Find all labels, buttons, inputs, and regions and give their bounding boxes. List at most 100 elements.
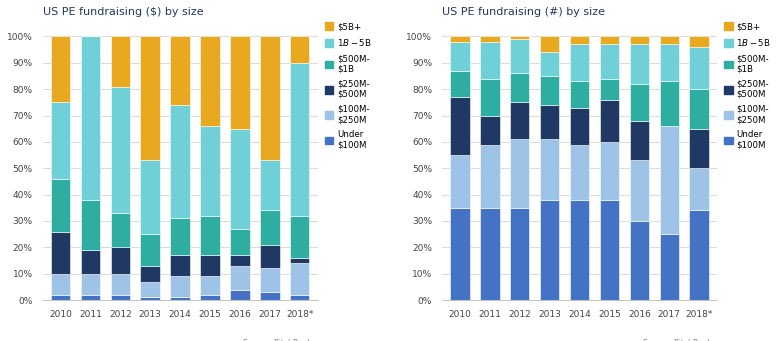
Bar xyxy=(200,276,219,295)
Bar xyxy=(689,210,709,300)
Bar xyxy=(660,36,679,44)
Bar xyxy=(510,39,530,73)
Bar xyxy=(629,121,649,160)
Bar xyxy=(540,139,559,200)
Bar xyxy=(629,84,649,121)
Bar xyxy=(230,229,250,255)
Text: US PE fundraising (#) by size: US PE fundraising (#) by size xyxy=(442,7,605,17)
Bar xyxy=(290,216,310,258)
Bar xyxy=(689,129,709,168)
Bar xyxy=(110,295,130,300)
Bar xyxy=(141,266,160,282)
Legend: $5B+, $1B-$5B, $500M-
$1B, $250M-
$500M, $100M-
$250M, Under
$100M: $5B+, $1B-$5B, $500M- $1B, $250M- $500M,… xyxy=(724,22,771,150)
Bar xyxy=(660,126,679,234)
Bar xyxy=(510,73,530,102)
Text: Source: PitchBook
*As of June 30, 2018: Source: PitchBook *As of June 30, 2018 xyxy=(234,339,312,341)
Bar xyxy=(200,126,219,216)
Bar xyxy=(290,36,310,63)
Text: Source: PitchBook
*As of June 30, 2018: Source: PitchBook *As of June 30, 2018 xyxy=(634,339,712,341)
Bar xyxy=(200,216,219,255)
Bar xyxy=(51,232,70,274)
Bar xyxy=(170,276,190,297)
Bar xyxy=(141,36,160,160)
Bar xyxy=(81,200,100,250)
Bar xyxy=(141,297,160,300)
Bar xyxy=(569,108,589,145)
Bar xyxy=(600,142,619,200)
Bar xyxy=(110,36,130,87)
Bar xyxy=(141,160,160,234)
Bar xyxy=(81,295,100,300)
Bar xyxy=(51,102,70,179)
Bar xyxy=(110,87,130,213)
Bar xyxy=(290,63,310,216)
Bar xyxy=(290,263,310,295)
Bar xyxy=(230,36,250,129)
Bar xyxy=(480,36,499,42)
Bar xyxy=(260,245,279,268)
Bar xyxy=(51,295,70,300)
Bar xyxy=(689,36,709,47)
Bar xyxy=(260,292,279,300)
Bar xyxy=(629,44,649,84)
Bar xyxy=(569,145,589,200)
Bar xyxy=(600,44,619,79)
Bar xyxy=(230,266,250,290)
Bar xyxy=(450,42,470,71)
Bar xyxy=(480,79,499,116)
Bar xyxy=(510,208,530,300)
Bar xyxy=(569,200,589,300)
Bar xyxy=(450,208,470,300)
Bar xyxy=(540,105,559,139)
Bar xyxy=(170,218,190,255)
Bar xyxy=(110,213,130,247)
Bar xyxy=(569,44,589,81)
Bar xyxy=(510,102,530,139)
Legend: $5B+, $1B-$5B, $500M-
$1B, $250M-
$500M, $100M-
$250M, Under
$100M: $5B+, $1B-$5B, $500M- $1B, $250M- $500M,… xyxy=(324,22,372,150)
Bar xyxy=(290,258,310,263)
Bar xyxy=(569,36,589,44)
Bar xyxy=(689,89,709,129)
Bar xyxy=(260,160,279,210)
Bar xyxy=(660,234,679,300)
Bar xyxy=(260,210,279,245)
Bar xyxy=(629,221,649,300)
Bar xyxy=(51,179,70,232)
Bar xyxy=(200,36,219,126)
Bar xyxy=(480,208,499,300)
Bar xyxy=(260,268,279,292)
Bar xyxy=(540,52,559,76)
Bar xyxy=(200,255,219,276)
Bar xyxy=(230,129,250,229)
Bar xyxy=(141,282,160,297)
Bar xyxy=(510,139,530,208)
Bar xyxy=(450,71,470,97)
Text: US PE fundraising ($) by size: US PE fundraising ($) by size xyxy=(43,7,203,17)
Bar xyxy=(230,255,250,266)
Bar xyxy=(51,274,70,295)
Bar xyxy=(689,168,709,210)
Bar xyxy=(600,79,619,100)
Bar xyxy=(450,97,470,155)
Bar xyxy=(290,295,310,300)
Bar xyxy=(450,36,470,42)
Bar xyxy=(170,105,190,218)
Bar xyxy=(510,36,530,39)
Bar xyxy=(170,297,190,300)
Bar xyxy=(260,36,279,160)
Bar xyxy=(480,145,499,208)
Bar xyxy=(230,290,250,300)
Bar xyxy=(660,44,679,81)
Bar xyxy=(689,47,709,89)
Bar xyxy=(170,36,190,105)
Bar xyxy=(480,42,499,79)
Bar xyxy=(81,250,100,274)
Bar xyxy=(450,155,470,208)
Bar xyxy=(170,255,190,276)
Bar xyxy=(200,295,219,300)
Bar xyxy=(540,200,559,300)
Bar xyxy=(540,36,559,52)
Bar xyxy=(540,76,559,105)
Bar xyxy=(110,274,130,295)
Bar xyxy=(600,200,619,300)
